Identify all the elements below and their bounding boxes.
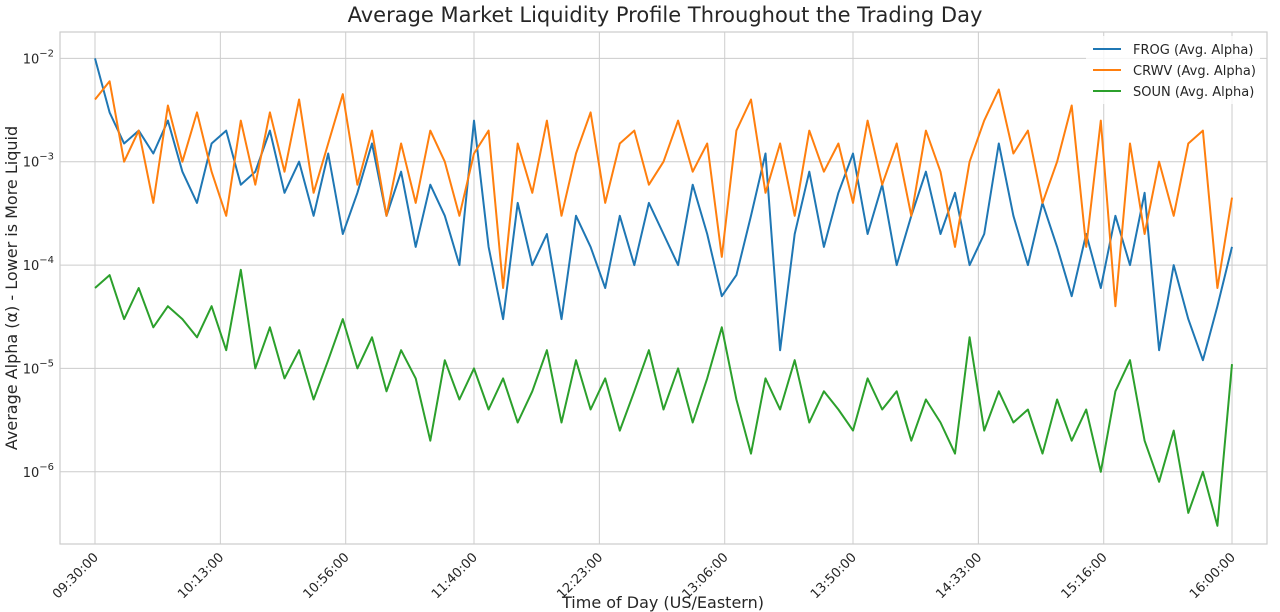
- y-tick-label: 10−2: [23, 48, 54, 67]
- x-tick-label: 11:40:00: [429, 550, 481, 602]
- series-line-frog: [94, 58, 1233, 362]
- y-axis-label: Average Alpha (α) - Lower is More Liquid: [2, 126, 21, 450]
- legend-entry-label: FROG (Avg. Alpha): [1133, 43, 1253, 58]
- x-tick-label: 15:16:00: [1059, 550, 1111, 602]
- x-tick-label: 14:33:00: [933, 550, 985, 602]
- series-lines: [94, 58, 1233, 527]
- series-line-soun: [94, 268, 1233, 527]
- legend: FROG (Avg. Alpha) CRWV (Avg. Alpha) SOUN (…: [1086, 36, 1260, 104]
- chart-title: Average Market Liquidity Profile Through…: [348, 3, 983, 27]
- x-tick-label: 13:50:00: [808, 550, 860, 602]
- x-tick-label: 10:56:00: [301, 550, 353, 602]
- legend-entry-label: CRWV (Avg. Alpha): [1133, 64, 1256, 79]
- y-tick-label: 10−4: [23, 255, 54, 274]
- grid-lines: [60, 32, 1267, 544]
- y-tick-label: 10−5: [23, 358, 54, 377]
- y-tick-label: 10−3: [23, 152, 54, 171]
- x-tick-label: 10:13:00: [175, 550, 227, 602]
- legend-entry-label: SOUN (Avg. Alpha): [1133, 85, 1254, 100]
- y-tick-label: 10−6: [23, 462, 54, 481]
- series-line-crwv: [94, 80, 1233, 308]
- y-axis-ticks: 10−2 10−3 10−4 10−5 10−6: [23, 48, 54, 480]
- x-axis-label: Time of Day (US/Eastern): [561, 593, 764, 612]
- x-tick-label: 16:00:00: [1187, 550, 1239, 602]
- plot-area-frame: [59, 31, 1268, 545]
- x-tick-label: 09:30:00: [50, 550, 102, 602]
